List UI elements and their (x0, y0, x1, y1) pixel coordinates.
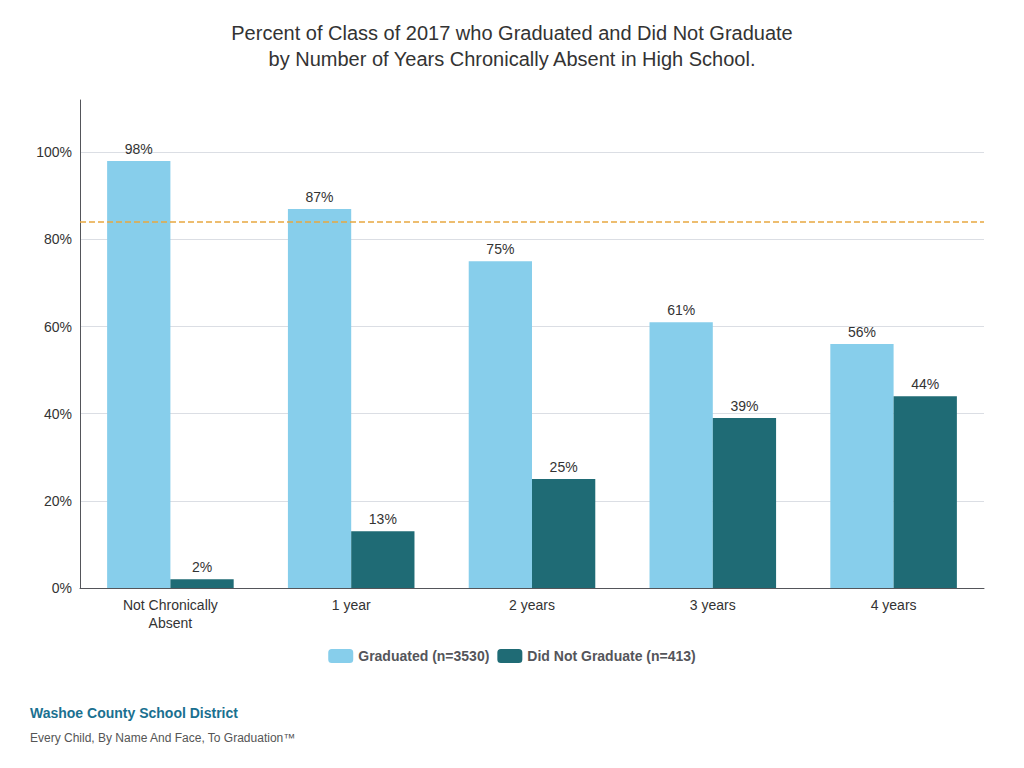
svg-text:75%: 75% (486, 241, 514, 257)
svg-text:Absent: Absent (149, 615, 193, 631)
svg-text:Graduated (n=3530): Graduated (n=3530) (358, 648, 489, 664)
svg-text:39%: 39% (730, 398, 758, 414)
svg-text:2 years: 2 years (509, 597, 555, 613)
svg-text:Every Child, By Name And Face,: Every Child, By Name And Face, To Gradua… (30, 731, 295, 745)
svg-text:60%: 60% (44, 319, 72, 335)
svg-text:25%: 25% (550, 459, 578, 475)
svg-text:44%: 44% (911, 376, 939, 392)
svg-text:3 years: 3 years (690, 597, 736, 613)
svg-text:98%: 98% (125, 141, 153, 157)
svg-text:Did Not Graduate (n=413): Did Not Graduate (n=413) (527, 648, 695, 664)
svg-text:13%: 13% (369, 511, 397, 527)
svg-text:Not Chronically: Not Chronically (123, 597, 218, 613)
svg-text:87%: 87% (306, 189, 334, 205)
svg-text:61%: 61% (667, 302, 695, 318)
svg-text:1 year: 1 year (332, 597, 371, 613)
svg-text:80%: 80% (44, 231, 72, 247)
svg-text:100%: 100% (36, 144, 72, 160)
svg-text:by Number of Years Chronically: by Number of Years Chronically Absent in… (269, 48, 756, 70)
svg-text:2%: 2% (192, 559, 212, 575)
svg-text:Washoe County School District: Washoe County School District (30, 705, 238, 721)
svg-text:Percent of Class of 2017 who G: Percent of Class of 2017 who Graduated a… (231, 22, 792, 44)
svg-text:56%: 56% (848, 324, 876, 340)
svg-text:0%: 0% (52, 580, 72, 596)
svg-text:4 years: 4 years (871, 597, 917, 613)
svg-text:40%: 40% (44, 406, 72, 422)
svg-text:20%: 20% (44, 493, 72, 509)
